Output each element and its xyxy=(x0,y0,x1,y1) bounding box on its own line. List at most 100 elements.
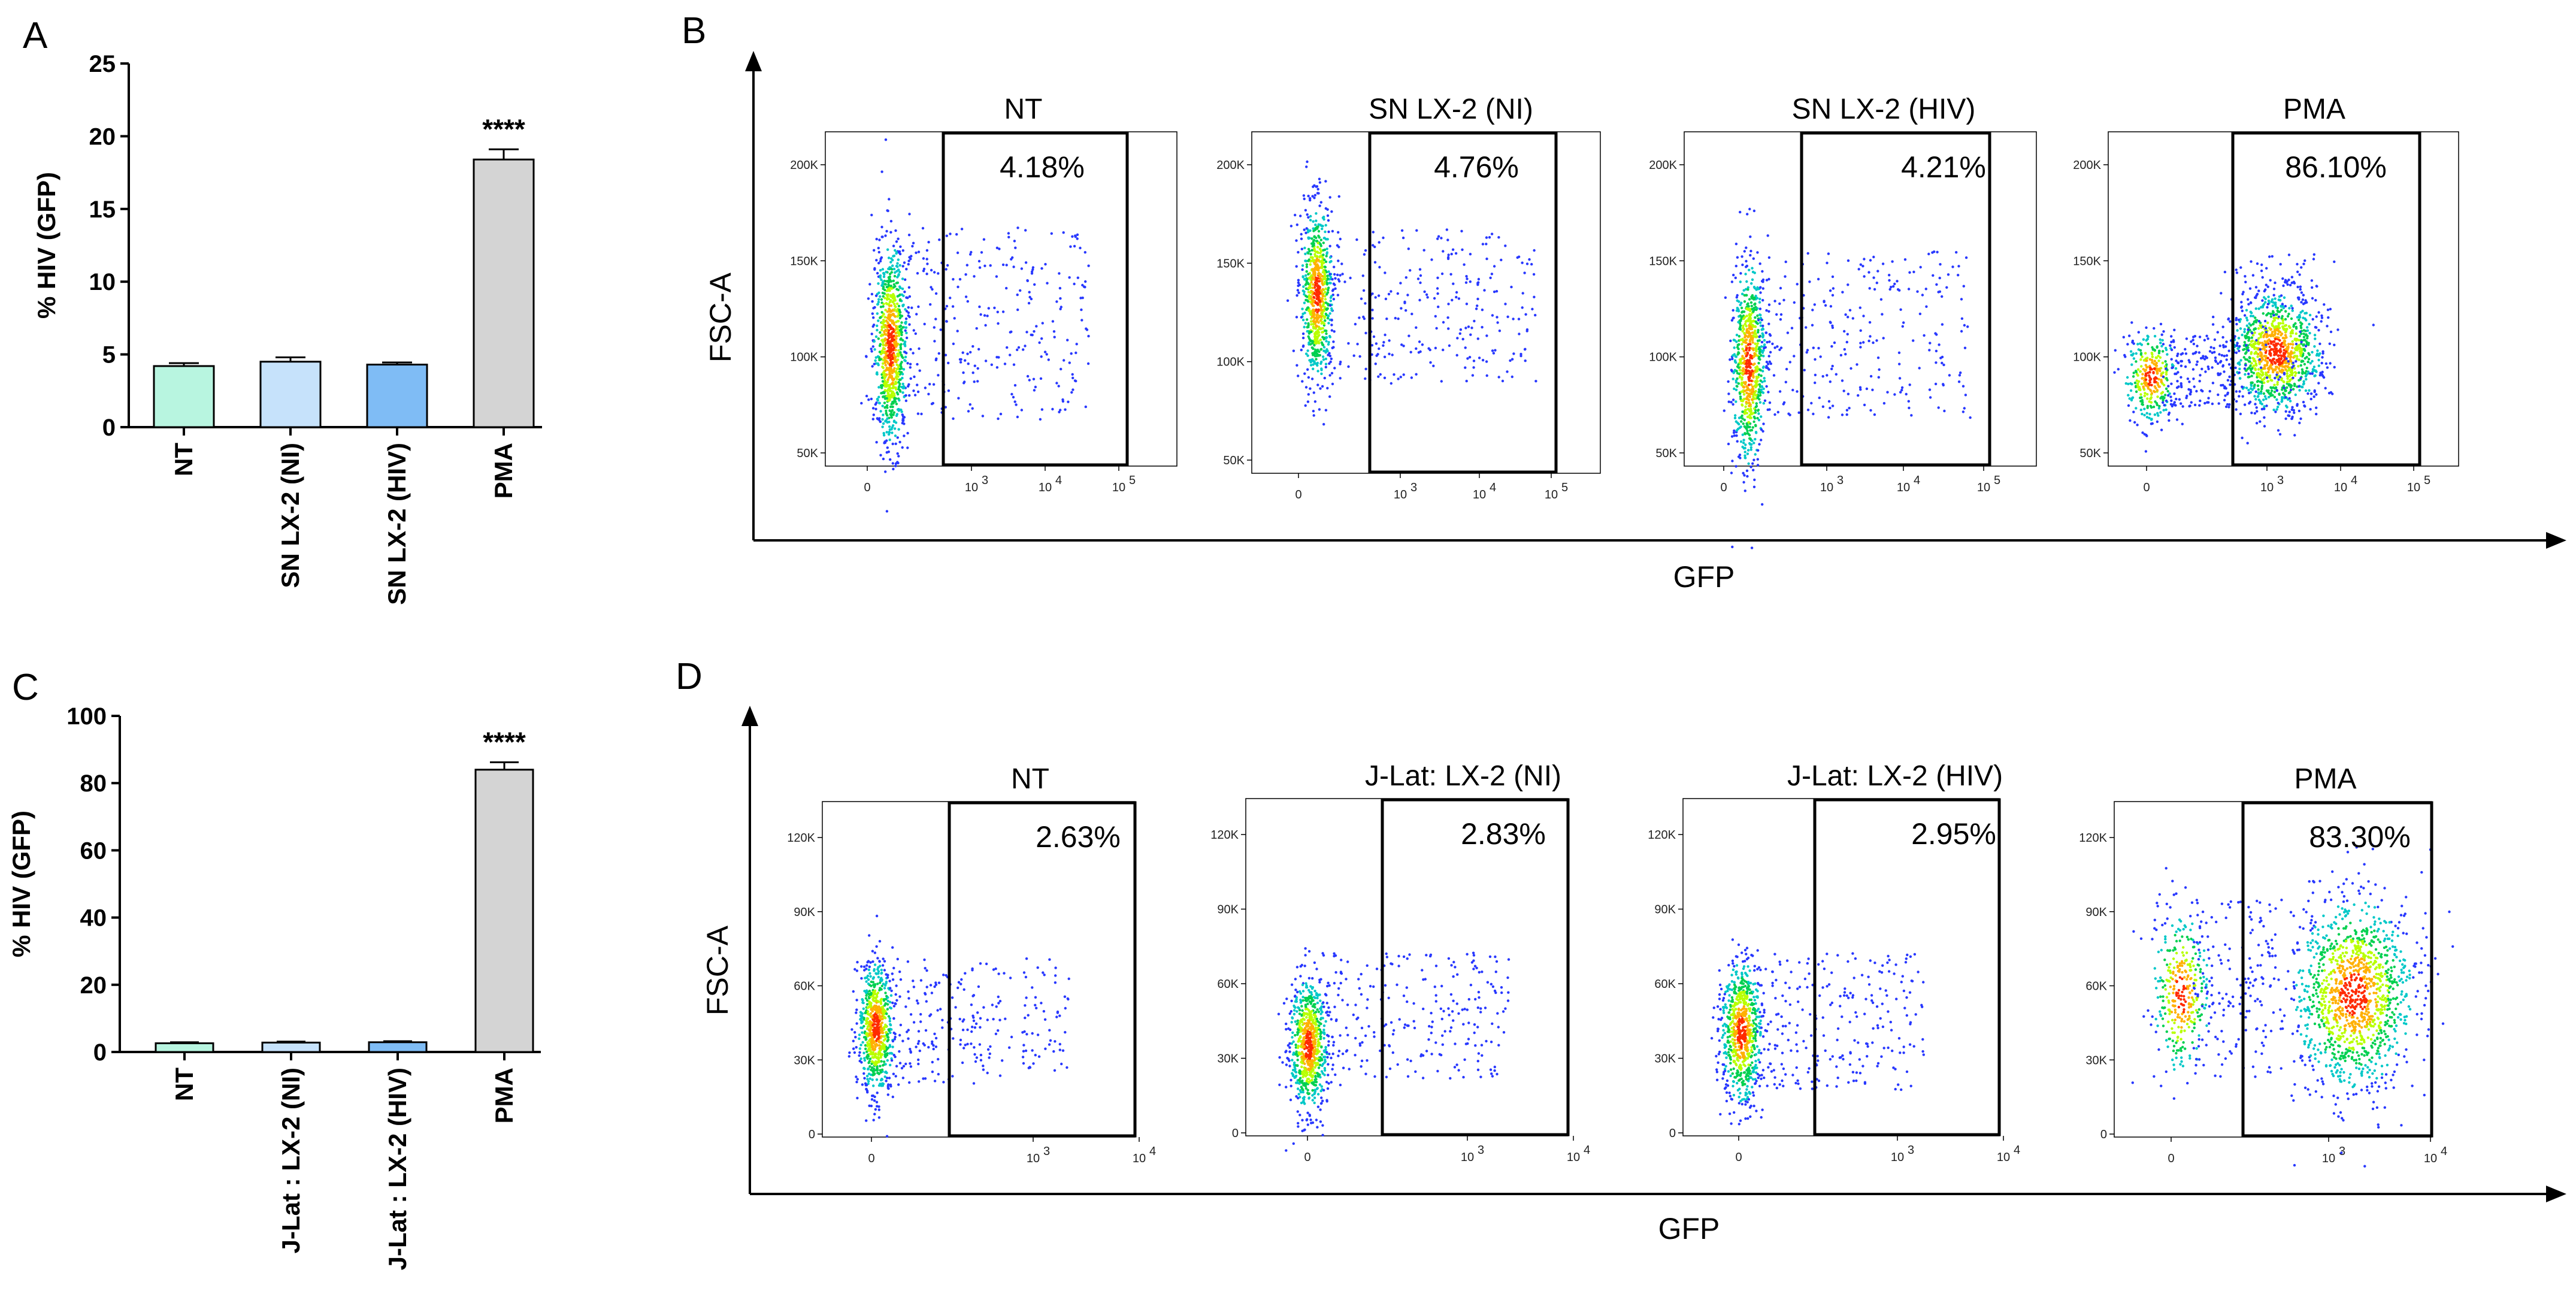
event-dot xyxy=(2333,343,2336,346)
event-dot xyxy=(1423,290,1426,294)
event-dot xyxy=(901,338,904,342)
event-dot xyxy=(2257,371,2260,375)
event-dot xyxy=(1307,335,1310,338)
event-dot xyxy=(1859,263,1862,266)
event-dot xyxy=(921,226,925,230)
event-dot xyxy=(1079,297,1082,300)
x-tick-exponent: 4 xyxy=(1055,474,1062,487)
event-dot xyxy=(918,369,921,372)
event-dot xyxy=(1313,355,1317,358)
event-dot xyxy=(2333,365,2336,369)
event-dot xyxy=(1416,277,1420,280)
event-dot xyxy=(1806,252,1809,255)
event-dot xyxy=(2274,362,2277,365)
event-dot xyxy=(2189,391,2193,394)
event-dot xyxy=(1918,367,1921,370)
event-dot xyxy=(891,426,894,429)
event-dot xyxy=(1746,424,1749,427)
event-dot xyxy=(2214,356,2217,359)
event-dot xyxy=(2280,379,2283,382)
event-dot xyxy=(888,394,891,397)
event-dot xyxy=(877,246,880,250)
event-dot xyxy=(1934,332,1937,335)
event-dot xyxy=(2227,406,2230,409)
event-dot xyxy=(2214,359,2217,362)
event-dot xyxy=(2300,322,2303,325)
event-dot xyxy=(2193,335,2197,338)
event-dot xyxy=(2190,340,2193,343)
event-dot xyxy=(903,386,906,389)
event-dot xyxy=(1741,263,1744,267)
event-dot xyxy=(871,300,874,303)
event-dot xyxy=(2311,286,2314,289)
event-dot xyxy=(2271,394,2274,397)
event-dot xyxy=(888,431,891,434)
event-dot xyxy=(1745,397,1748,400)
event-dot xyxy=(2257,337,2260,340)
event-dot xyxy=(2199,399,2202,403)
event-dot xyxy=(2304,374,2308,378)
event-dot xyxy=(2297,409,2301,413)
event-dot xyxy=(2315,413,2318,416)
event-dot xyxy=(2234,366,2237,370)
event-dot xyxy=(944,406,948,409)
event-dot xyxy=(2320,314,2323,318)
event-dot xyxy=(900,361,903,364)
event-dot xyxy=(2263,425,2266,428)
event-dot xyxy=(1743,397,1746,401)
y-tick-label: 150K xyxy=(1649,255,1677,268)
event-dot xyxy=(2245,344,2248,347)
event-dot xyxy=(1447,327,1450,330)
event-dot xyxy=(886,293,890,296)
event-dot xyxy=(1356,343,1359,346)
event-dot xyxy=(1740,372,1743,375)
event-dot xyxy=(2187,359,2190,362)
event-dot xyxy=(882,338,885,341)
event-dot xyxy=(1767,303,1771,306)
event-dot xyxy=(893,274,897,278)
event-dot xyxy=(896,265,899,268)
event-dot xyxy=(2281,388,2284,391)
event-dot xyxy=(1317,331,1321,334)
event-dot xyxy=(886,303,889,306)
event-dot xyxy=(865,355,868,358)
event-dot xyxy=(2135,379,2138,382)
event-dot xyxy=(901,373,904,376)
event-dot xyxy=(888,289,891,292)
event-dot xyxy=(949,232,952,235)
event-dot xyxy=(871,325,874,328)
event-dot xyxy=(1317,321,1320,324)
event-dot xyxy=(1033,389,1036,392)
event-dot xyxy=(971,407,974,410)
event-dot xyxy=(2311,368,2315,371)
event-dot xyxy=(2275,365,2278,368)
event-dot xyxy=(891,349,894,352)
event-dot xyxy=(2268,345,2271,349)
event-dot xyxy=(1015,403,1018,406)
event-dot xyxy=(1746,432,1750,436)
event-dot xyxy=(1754,306,1757,309)
event-dot xyxy=(2255,406,2258,409)
event-dot xyxy=(1320,360,1323,364)
event-dot xyxy=(2317,382,2320,385)
event-dot xyxy=(1318,326,1321,329)
event-dot xyxy=(880,278,883,282)
event-dot xyxy=(1308,250,1311,253)
event-dot xyxy=(1748,370,1751,373)
event-dot xyxy=(1758,350,1761,353)
event-dot xyxy=(879,420,882,423)
event-dot xyxy=(1362,289,1366,292)
y-tick-label: 15 xyxy=(89,196,116,223)
event-dot xyxy=(1316,348,1319,352)
event-dot xyxy=(2311,318,2314,321)
event-dot xyxy=(1301,312,1304,316)
event-dot xyxy=(2300,266,2303,269)
category-label: SN LX-2 (HIV) xyxy=(383,443,411,605)
event-dot xyxy=(1743,454,1746,457)
event-dot xyxy=(2168,419,2171,422)
event-dot xyxy=(1388,352,1391,355)
event-dot xyxy=(1762,355,1765,358)
event-dot xyxy=(1415,326,1418,329)
event-dot xyxy=(939,328,942,331)
